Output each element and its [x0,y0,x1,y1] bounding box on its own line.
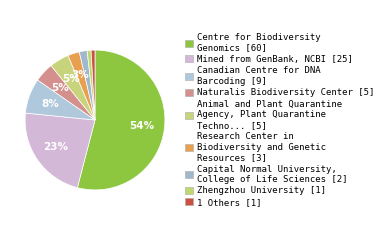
Wedge shape [25,80,95,120]
Text: 54%: 54% [130,121,155,131]
Wedge shape [25,113,95,188]
Legend: Centre for Biodiversity
Genomics [60], Mined from GenBank, NCBI [25], Canadian C: Centre for Biodiversity Genomics [60], M… [185,33,374,207]
Text: 23%: 23% [43,142,68,152]
Text: 5%: 5% [51,83,69,93]
Wedge shape [87,50,95,120]
Wedge shape [68,52,95,120]
Wedge shape [91,50,95,120]
Text: 5%: 5% [62,74,79,84]
Text: 3%: 3% [71,70,89,80]
Wedge shape [78,50,165,190]
Wedge shape [51,55,95,120]
Wedge shape [79,51,95,120]
Text: 8%: 8% [41,99,59,108]
Wedge shape [38,66,95,120]
